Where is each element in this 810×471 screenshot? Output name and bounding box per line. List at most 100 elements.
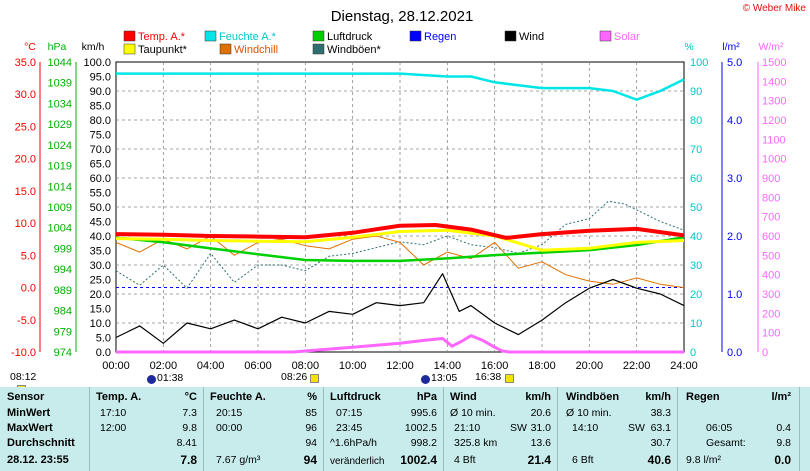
- legend-label: Regen: [424, 31, 456, 43]
- moonset-icon: [421, 375, 430, 384]
- legend-swatch: [312, 30, 325, 42]
- unit-press: hPa: [48, 41, 67, 53]
- tick-hum: 0: [690, 347, 696, 359]
- tick-hum: 100: [690, 57, 708, 69]
- tick-temp: 5.0: [21, 250, 36, 262]
- tick-wind: 70.0: [90, 144, 111, 156]
- legend-label: Temp. A.*: [138, 31, 186, 43]
- tick-rain: 0.0: [727, 347, 742, 359]
- tick-press: 1019: [48, 161, 72, 173]
- tick-hum: 50: [690, 202, 702, 214]
- tick-solar: 400: [762, 270, 780, 282]
- tick-x: 16:00: [481, 360, 509, 372]
- sunrise-time: 08:12: [10, 371, 37, 383]
- legend-label: Windböen*: [327, 44, 382, 56]
- legend-swatch: [599, 30, 612, 42]
- tick-x: 00:00: [102, 360, 130, 372]
- tick-solar: 900: [762, 173, 780, 185]
- tick-wind: 30.0: [90, 260, 111, 272]
- tick-press: 1009: [48, 202, 72, 214]
- unit-hum: %: [684, 41, 693, 53]
- series-wind: [115, 273, 685, 344]
- tick-solar: 600: [762, 231, 780, 243]
- tick-solar: 300: [762, 289, 780, 301]
- tick-wind: 50.0: [90, 202, 111, 214]
- tick-x: 08:00: [292, 360, 320, 372]
- tick-press: 979: [54, 326, 72, 338]
- tick-x: 02:00: [150, 360, 178, 372]
- tick-hum: 60: [690, 173, 702, 185]
- tick-solar: 700: [762, 212, 780, 224]
- legend-swatch: [312, 43, 325, 55]
- sun-icon-1: [310, 374, 319, 383]
- tick-x: 10:00: [339, 360, 367, 372]
- legend-label: Feuchte A.*: [219, 31, 277, 43]
- tick-temp: 30.0: [15, 89, 36, 101]
- sun-icon-2: [505, 374, 514, 383]
- moonrise-time: 01:38: [157, 372, 184, 384]
- legend-label: Solar: [614, 31, 640, 43]
- tick-temp: -10.0: [11, 347, 36, 359]
- tick-solar: 1300: [762, 96, 786, 108]
- unit-temp: °C: [24, 41, 36, 53]
- tick-temp: -5.0: [17, 315, 36, 327]
- tick-x: 14:00: [434, 360, 462, 372]
- tick-temp: 0.0: [21, 283, 36, 295]
- tick-solar: 1100: [762, 134, 786, 146]
- tick-hum: 10: [690, 318, 702, 330]
- col-temp: Temp. A. °C 17:10 7.3 12:00 9.8 8.41 7.8: [90, 387, 204, 471]
- tick-press: 984: [54, 306, 72, 318]
- tick-wind: 100.0: [83, 57, 111, 69]
- tick-wind: 10.0: [90, 318, 111, 330]
- col-hum: Feuchte A. % 20:15 85 00:00 96 94 7.67 g…: [204, 387, 324, 471]
- tick-solar: 800: [762, 192, 780, 204]
- col-press: Luftdruck hPa 07:15 995.6 23:45 1002.5 ^…: [324, 387, 444, 471]
- tick-wind: 75.0: [90, 130, 111, 142]
- tick-wind: 65.0: [90, 159, 111, 171]
- tick-wind: 60.0: [90, 173, 111, 185]
- tick-wind: 55.0: [90, 188, 111, 200]
- tick-wind: 20.0: [90, 289, 111, 301]
- legend-label: Luftdruck: [327, 31, 373, 43]
- tick-rain: 5.0: [727, 57, 742, 69]
- tick-rain: 1.0: [727, 289, 742, 301]
- tick-temp: 10.0: [15, 218, 36, 230]
- series-tempa: [115, 223, 685, 240]
- tick-x: 04:00: [197, 360, 225, 372]
- legend-label: Taupunkt*: [138, 44, 188, 56]
- chart-title: Dienstag, 28.12.2021: [331, 8, 474, 25]
- series-windben: [115, 200, 685, 289]
- copyright: © Weber Mike: [742, 3, 806, 14]
- tick-wind: 95.0: [90, 72, 111, 84]
- legend-swatch: [123, 30, 136, 42]
- col-gust: Windböen km/h Ø 10 min. 38.3 14:10 SW 63…: [558, 387, 678, 471]
- time-strip: 08:12 01:38 08:26 13:05 16:38: [0, 370, 810, 394]
- tick-wind: 45.0: [90, 217, 111, 229]
- tick-hum: 70: [690, 144, 702, 156]
- legend-swatch: [204, 30, 217, 42]
- tick-x: 24:00: [670, 360, 698, 372]
- tick-temp: 25.0: [15, 121, 36, 133]
- tick-rain: 3.0: [727, 173, 742, 185]
- sun-time-2: 16:38: [475, 371, 502, 383]
- tick-rain: 2.0: [727, 231, 742, 243]
- unit-solar: W/m²: [758, 41, 784, 53]
- tick-wind: 0.0: [96, 347, 111, 359]
- tick-solar: 500: [762, 250, 780, 262]
- tick-press: 989: [54, 285, 72, 297]
- legend-swatch: [504, 30, 517, 42]
- axes: °C hPa km/h% l/m² W/m² 35.0 30.0 25.0 20.0 15.0 10…: [11, 41, 787, 372]
- tick-press: 1024: [48, 140, 72, 152]
- tick-press: 994: [54, 264, 72, 276]
- tick-hum: 80: [690, 115, 702, 127]
- tick-wind: 80.0: [90, 115, 111, 127]
- col-sensor: Sensor MinWert MaxWert Durchschnitt 28.1…: [0, 387, 90, 471]
- tick-wind: 5.0: [96, 333, 111, 345]
- tick-wind: 40.0: [90, 231, 111, 243]
- tick-x: 20:00: [576, 360, 604, 372]
- tick-temp: 35.0: [15, 57, 36, 69]
- tick-solar: 0: [762, 347, 768, 359]
- tick-hum: 30: [690, 260, 702, 272]
- tick-hum: 20: [690, 289, 702, 301]
- unit-rain: l/m²: [722, 41, 740, 53]
